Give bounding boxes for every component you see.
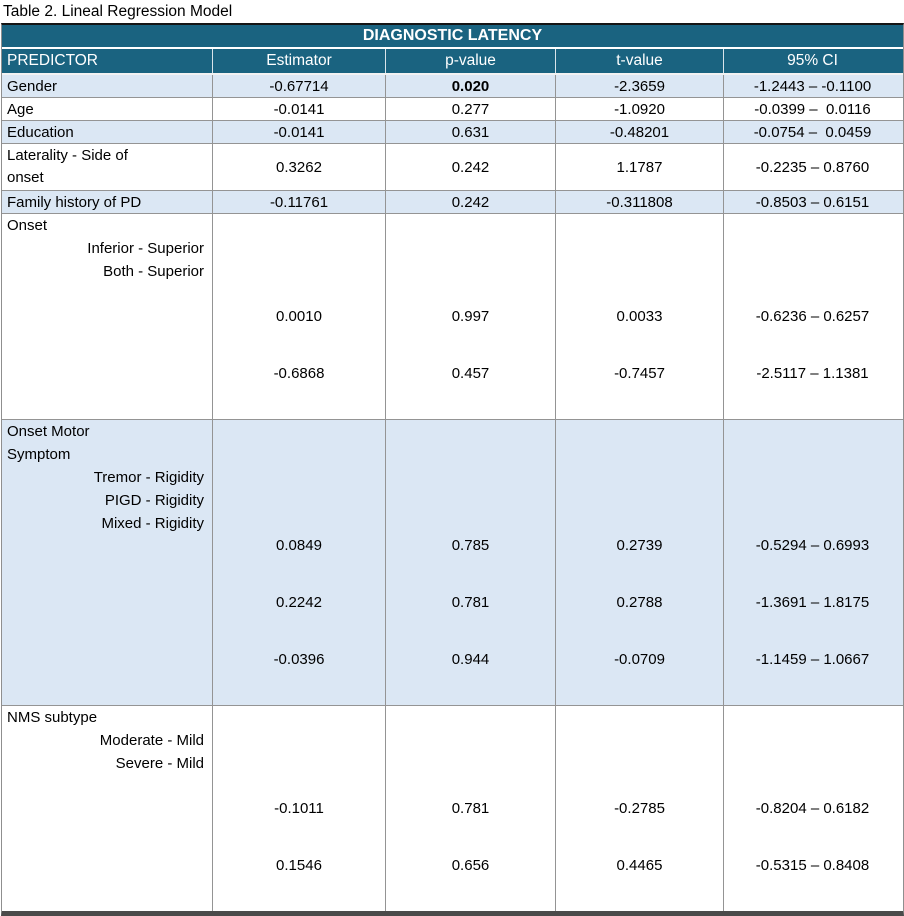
cell-t-value: 0.0033 -0.7457	[555, 214, 723, 419]
cell-predictor: Laterality - Side of onset	[7, 147, 128, 186]
cell-p-value: 0.277	[385, 98, 555, 120]
cell-p-value: 0.242	[385, 191, 555, 213]
column-header-estimator: Estimator	[212, 49, 385, 73]
group-label: Symptom	[7, 446, 71, 463]
cell-95ci: -1.2443 – -0.1100	[723, 75, 901, 97]
cell-p-value: 0.785 0.781 0.944	[385, 420, 555, 705]
cell-predictor: Age	[7, 100, 34, 118]
cell-t-value: 0.2739 0.2788 -0.0709	[555, 420, 723, 705]
cell-p-value: 0.781 0.656	[385, 706, 555, 911]
cell-t-value: -0.2785 0.4465	[555, 706, 723, 911]
cell-95ci: -0.8503 – 0.6151	[723, 191, 901, 213]
cell-estimator: 0.0010 -0.6868	[212, 214, 385, 419]
cell-p-value: 0.631	[385, 121, 555, 143]
cell-95ci: -0.0399 – 0.0116	[723, 98, 901, 120]
table-row-group-onset-motor-symptom: Onset Motor Symptom Tremor - Rigidity PI…	[2, 420, 903, 706]
column-header-predictor: PREDICTOR	[7, 52, 99, 69]
header-row: PREDICTOR Estimator p-value t-value 95% …	[2, 49, 903, 75]
table-row-family-history: Family history of PD -0.11761 0.242 -0.3…	[2, 191, 903, 214]
cell-t-value: -0.48201	[555, 121, 723, 143]
subrow-label: Moderate - Mild	[99, 732, 204, 749]
cell-estimator: -0.11761	[212, 191, 385, 213]
regression-table: DIAGNOSTIC LATENCY PREDICTOR Estimator p…	[1, 23, 904, 916]
subrow-label: PIGD - Rigidity	[104, 492, 204, 509]
table-row-education: Education -0.0141 0.631 -0.48201 -0.0754…	[2, 121, 903, 144]
cell-p-value: 0.997 0.457	[385, 214, 555, 419]
cell-95ci: -0.2235 – 0.8760	[723, 144, 901, 190]
cell-estimator: -0.0141	[212, 121, 385, 143]
cell-estimator: -0.0141	[212, 98, 385, 120]
cell-predictor: NMS subtype Moderate - Mild Severe - Mil…	[2, 706, 212, 911]
cell-95ci: -0.5294 – 0.6993 -1.3691 – 1.8175 -1.145…	[723, 420, 901, 705]
column-header-p-value: p-value	[385, 49, 555, 73]
cell-predictor: Family history of PD	[7, 193, 142, 211]
table-banner: DIAGNOSTIC LATENCY	[2, 25, 903, 49]
table-caption: Table 2. Lineal Regression Model	[3, 3, 233, 20]
cell-t-value: -2.3659	[555, 75, 723, 97]
cell-p-value: 0.020	[385, 75, 555, 97]
subrow-label: Both - Superior	[103, 263, 204, 280]
column-header-t-value: t-value	[555, 49, 723, 73]
cell-t-value: -0.311808	[555, 191, 723, 213]
table-row-gender: Gender -0.67714 0.020 -2.3659 -1.2443 – …	[2, 75, 903, 98]
cell-95ci: -0.0754 – 0.0459	[723, 121, 901, 143]
cell-t-value: 1.1787	[555, 144, 723, 190]
cell-predictor: Education	[7, 123, 74, 141]
subrow-label: Mixed - Rigidity	[101, 515, 204, 532]
subrow-label: Tremor - Rigidity	[93, 469, 204, 486]
table-row-group-onset: Onset Inferior - Superior Both - Superio…	[2, 214, 903, 420]
column-header-95ci: 95% CI	[723, 49, 901, 73]
table-row-group-nms-subtype: NMS subtype Moderate - Mild Severe - Mil…	[2, 706, 903, 911]
cell-predictor: Gender	[7, 77, 58, 95]
cell-estimator: 0.3262	[212, 144, 385, 190]
table-row-laterality: Laterality - Side of onset 0.3262 0.242 …	[2, 144, 903, 191]
subrow-label: Inferior - Superior	[87, 240, 204, 257]
cell-estimator: -0.67714	[212, 75, 385, 97]
subrow-label: Severe - Mild	[115, 755, 204, 772]
group-label: Onset	[7, 217, 48, 234]
cell-p-value: 0.242	[385, 144, 555, 190]
cell-95ci: -0.8204 – 0.6182 -0.5315 – 0.8408	[723, 706, 901, 911]
cell-95ci: -0.6236 – 0.6257 -2.5117 – 1.1381	[723, 214, 901, 419]
cell-predictor: Onset Motor Symptom Tremor - Rigidity PI…	[2, 420, 212, 705]
cell-t-value: -1.0920	[555, 98, 723, 120]
table-row-age: Age -0.0141 0.277 -1.0920 -0.0399 – 0.01…	[2, 98, 903, 121]
cell-estimator: 0.0849 0.2242 -0.0396	[212, 420, 385, 705]
group-label: Onset Motor	[7, 423, 90, 440]
group-label: NMS subtype	[7, 709, 98, 726]
cell-predictor: Onset Inferior - Superior Both - Superio…	[2, 214, 212, 419]
cell-estimator: -0.1011 0.1546	[212, 706, 385, 911]
